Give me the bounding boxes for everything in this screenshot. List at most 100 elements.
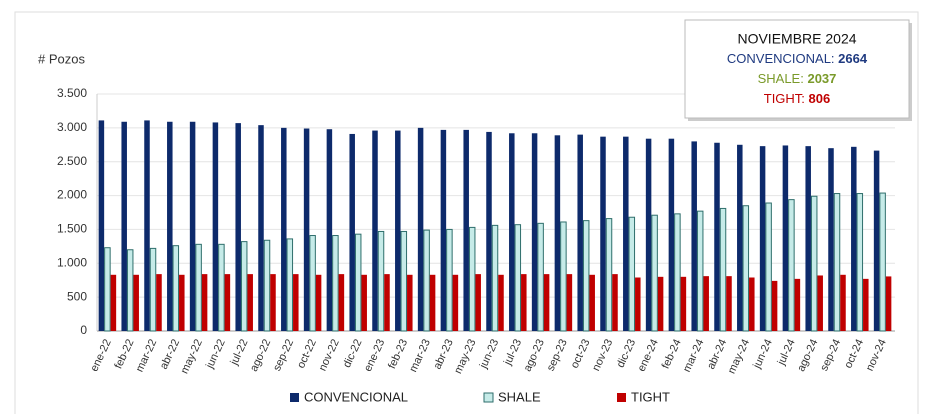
bar — [463, 129, 469, 331]
bar — [577, 134, 583, 331]
bar — [582, 220, 590, 332]
annotation-item: TIGHT: 806 — [764, 91, 831, 106]
bar — [873, 150, 880, 331]
bar — [468, 226, 476, 332]
bar — [668, 138, 675, 331]
bar — [560, 221, 567, 332]
bar — [452, 274, 459, 331]
bar — [263, 239, 271, 332]
bar — [714, 142, 720, 331]
bar — [737, 144, 743, 331]
bar — [645, 138, 652, 331]
annotation-label: SHALE: — [758, 71, 804, 86]
bar — [400, 230, 408, 332]
bar — [635, 277, 641, 331]
bar — [851, 146, 857, 331]
bar — [240, 241, 248, 332]
annotation-value: 806 — [809, 91, 831, 106]
bar — [680, 276, 687, 331]
bar — [657, 276, 664, 331]
bar — [407, 274, 413, 331]
bar — [156, 274, 162, 331]
bar — [765, 202, 772, 332]
bar — [794, 278, 801, 331]
bar — [486, 131, 492, 331]
bar — [696, 210, 704, 332]
bar — [258, 125, 264, 331]
legend-swatch — [483, 392, 494, 403]
bar — [537, 222, 544, 332]
bar — [440, 129, 447, 331]
bar — [144, 120, 150, 331]
bar — [172, 245, 180, 332]
bar — [126, 249, 134, 332]
annotation-label: CONVENCIONAL: — [727, 51, 835, 66]
bar — [833, 193, 841, 332]
bar — [395, 130, 401, 331]
bar — [195, 243, 202, 332]
bar — [235, 123, 241, 331]
y-tick-label: 3.500 — [57, 86, 87, 100]
bar — [742, 205, 750, 332]
legend-label: CONVENCIONAL — [304, 389, 408, 404]
y-tick-label: 2.500 — [57, 154, 87, 168]
bar — [840, 274, 846, 331]
bar — [332, 235, 339, 332]
bar — [885, 276, 892, 331]
bar — [782, 145, 789, 331]
bar — [121, 121, 127, 332]
legend-swatch — [617, 393, 626, 402]
bar — [703, 276, 709, 331]
bar — [372, 130, 378, 331]
bar — [566, 274, 573, 331]
bar — [286, 238, 294, 332]
annotation-value: 2037 — [807, 71, 836, 86]
bar — [771, 280, 778, 331]
annotation-title: NOVIEMBRE 2024 — [737, 31, 856, 47]
bar — [417, 127, 424, 331]
bar — [589, 274, 595, 331]
bar — [377, 230, 385, 332]
bar — [224, 274, 231, 331]
bar — [167, 121, 173, 332]
legend-swatch — [290, 393, 299, 402]
annotation-item: SHALE: 2037 — [758, 71, 837, 86]
bar — [110, 274, 117, 331]
bar — [212, 122, 219, 331]
bar — [98, 120, 105, 331]
bar — [309, 235, 316, 332]
bar — [612, 274, 618, 331]
bar — [104, 247, 111, 332]
y-tick-label: 3.000 — [57, 120, 87, 134]
bar — [759, 146, 766, 331]
annotation-box — [684, 19, 910, 119]
bar — [349, 133, 355, 331]
bar — [201, 274, 208, 331]
bar — [623, 136, 629, 331]
bar — [879, 192, 886, 332]
bar — [863, 278, 869, 331]
bar — [600, 136, 606, 331]
y-tick-label: 500 — [67, 289, 87, 303]
bar — [674, 213, 681, 332]
bar — [326, 129, 333, 331]
bar — [605, 218, 613, 332]
annotation-value: 2664 — [838, 51, 868, 66]
bar — [179, 274, 185, 331]
y-tick-label: 0 — [80, 323, 87, 337]
bar — [423, 229, 430, 332]
bar — [810, 195, 818, 332]
bar — [498, 274, 504, 331]
bar — [521, 274, 527, 331]
legend-label: SHALE — [498, 389, 541, 404]
bar — [361, 274, 367, 331]
y-tick-label: 1.500 — [57, 222, 87, 236]
bar — [856, 193, 864, 332]
bar — [270, 274, 276, 331]
bar — [828, 148, 834, 331]
bar — [805, 146, 811, 331]
bar — [514, 224, 522, 332]
bar — [554, 135, 561, 331]
